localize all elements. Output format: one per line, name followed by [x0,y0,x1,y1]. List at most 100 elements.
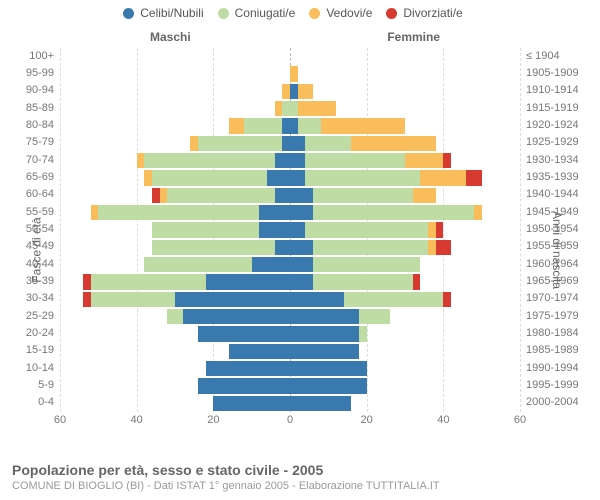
bar-female [290,326,367,341]
bar-segment [198,326,290,341]
age-label: 95-99 [26,67,54,79]
pyramid-row [60,152,520,169]
bar-segment [436,222,444,237]
bar-male [83,274,290,289]
legend-label: Divorziati/e [403,6,462,20]
grid-line [520,48,521,412]
age-label: 85-89 [26,102,54,114]
age-label: 30-34 [26,292,54,304]
pyramid-row [60,135,520,152]
legend-swatch [218,8,229,19]
x-tick-label: 60 [54,414,66,426]
birth-year-label: 1920-1924 [526,119,579,131]
bar-segment [290,344,359,359]
bar-segment [152,240,275,255]
bar-segment [313,205,474,220]
bar-female [290,361,367,376]
bar-segment [91,205,99,220]
legend: Celibi/NubiliConiugati/eVedovi/eDivorzia… [0,6,600,22]
age-label: 0-4 [38,396,54,408]
pyramid-row [60,65,520,82]
age-label: 65-69 [26,171,54,183]
pyramid-row [60,239,520,256]
pyramid-row [60,291,520,308]
age-label: 100+ [29,50,54,62]
label-maschi: Maschi [150,30,191,44]
bar-segment [298,84,313,99]
bar-segment [290,257,313,272]
birth-year-label: ≤ 1904 [526,50,560,62]
bar-segment [413,188,436,203]
pyramid-row [60,377,520,394]
age-label: 10-14 [26,362,54,374]
bar-male [152,188,290,203]
legend-swatch [309,8,320,19]
pyramid-row [60,395,520,412]
pyramid-row [60,187,520,204]
bar-segment [290,170,305,185]
bar-segment [290,361,367,376]
bar-segment [275,101,283,116]
bar-segment [321,118,405,133]
bar-segment [405,153,443,168]
bar-segment [359,326,367,341]
bar-segment [313,188,413,203]
bar-segment [229,118,244,133]
bar-segment [275,188,290,203]
bar-segment [443,153,451,168]
bar-segment [190,136,198,151]
bar-female [290,170,482,185]
bar-male [152,222,290,237]
pyramid-row [60,360,520,377]
bar-segment [420,170,466,185]
label-femmine: Femmine [387,30,440,44]
birth-year-label: 1990-1994 [526,362,579,374]
bar-segment [290,84,298,99]
bar-female [290,136,436,151]
age-label: 70-74 [26,154,54,166]
bar-segment [290,136,305,151]
birth-year-label: 1970-1974 [526,292,579,304]
bar-segment [298,101,336,116]
bar-segment [259,222,290,237]
bar-segment [252,257,290,272]
plot-area: 6040200204060 [60,48,520,428]
bar-segment [83,292,91,307]
birth-year-label: 1940-1944 [526,188,579,200]
age-label: 25-29 [26,310,54,322]
bar-segment [305,170,420,185]
bar-male [229,344,290,359]
bar-female [290,66,298,81]
bar-female [290,309,390,324]
x-tick-label: 20 [207,414,219,426]
bar-female [290,378,367,393]
age-label: 40-44 [26,258,54,270]
birth-year-label: 1910-1914 [526,84,579,96]
bar-male [152,240,290,255]
bar-segment [275,153,290,168]
pyramid-row [60,100,520,117]
age-label: 90-94 [26,84,54,96]
age-label: 50-54 [26,223,54,235]
bar-segment [167,188,274,203]
x-tick-label: 40 [437,414,449,426]
pyramid-row [60,256,520,273]
bar-segment [259,205,290,220]
bar-segment [206,361,290,376]
x-tick-label: 40 [131,414,143,426]
bar-segment [474,205,482,220]
pyramid-row [60,221,520,238]
bar-male [206,361,290,376]
pyramid-row [60,343,520,360]
bar-female [290,274,420,289]
bar-segment [267,170,290,185]
bar-segment [98,205,259,220]
legend-label: Vedovi/e [326,6,372,20]
bar-male [229,118,290,133]
bar-segment [359,309,390,324]
birth-year-label: 1995-1999 [526,379,579,391]
pyramid-row [60,83,520,100]
bar-segment [137,153,145,168]
bar-female [290,84,313,99]
bar-segment [313,240,428,255]
